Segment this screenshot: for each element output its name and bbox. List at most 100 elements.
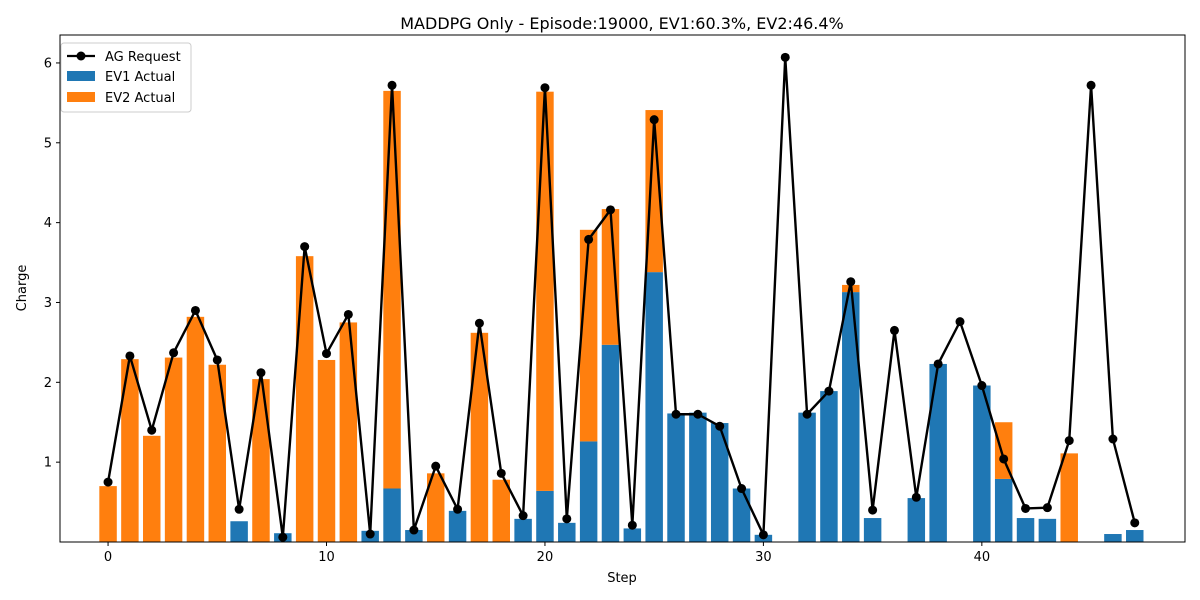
ev2-bar <box>601 209 620 345</box>
request-point <box>627 520 637 530</box>
ev2-bar <box>645 110 663 273</box>
ev2-bar <box>99 486 117 542</box>
ev1-bar <box>405 530 423 542</box>
ev2-bar <box>339 322 358 542</box>
ev1-bar <box>579 441 598 542</box>
ev2-bar <box>295 256 314 542</box>
ev1-bar <box>863 518 882 542</box>
request-point <box>562 514 572 524</box>
legend-label-ev1: EV1 Actual <box>105 70 175 85</box>
y-tick-label: 4 <box>44 216 52 231</box>
request-point <box>758 530 768 540</box>
legend-ev2-swatch <box>67 92 95 102</box>
request-point <box>605 205 615 215</box>
ev1-bar <box>710 423 729 542</box>
request-point <box>365 529 375 539</box>
ev2-bar <box>121 359 139 542</box>
request-point <box>169 348 179 358</box>
request-point <box>1064 436 1074 446</box>
legend: AG Request EV1 Actual EV2 Actual <box>60 42 192 113</box>
ev2-bar <box>994 422 1013 479</box>
request-point <box>234 504 244 514</box>
y-tick-label: 1 <box>44 456 52 471</box>
request-point <box>911 492 921 502</box>
request-point <box>1130 518 1140 528</box>
request-point <box>343 309 353 319</box>
x-tick-label: 10 <box>318 550 335 565</box>
ev2-bar <box>317 359 336 542</box>
ev1-bar <box>1104 534 1122 542</box>
ev1-bar <box>907 498 926 542</box>
y-tick-label: 3 <box>44 296 52 311</box>
request-point <box>540 83 550 93</box>
request-point <box>212 355 222 365</box>
request-point <box>889 325 899 335</box>
legend-ev1-swatch <box>67 71 95 81</box>
x-tick-label: 40 <box>974 550 991 565</box>
ev1-bar <box>994 478 1013 542</box>
ev2-bar <box>470 332 489 542</box>
y-tick-label: 2 <box>44 376 52 391</box>
request-point <box>431 461 441 471</box>
ev1-bar <box>667 413 685 542</box>
chart-title: MADDPG Only - Episode:19000, EV1:60.3%, … <box>400 14 844 33</box>
request-point <box>868 505 878 515</box>
request-point <box>278 532 288 542</box>
ev1-bar <box>842 292 860 542</box>
ev1-bar <box>645 272 663 542</box>
ev1-bar <box>1038 518 1057 542</box>
ev1-bar <box>558 522 576 542</box>
ev1-bar <box>973 385 991 542</box>
x-axis-label: Step <box>607 571 637 586</box>
request-point <box>518 511 528 521</box>
request-point <box>1021 503 1031 513</box>
y-tick-label: 5 <box>44 136 52 151</box>
request-point <box>737 484 747 494</box>
ev2-bar <box>426 473 445 542</box>
request-line-layer <box>103 52 1140 542</box>
x-tick-label: 20 <box>537 550 554 565</box>
plot-frame <box>59 34 1186 543</box>
ev1-bar <box>929 363 947 542</box>
ev1-bar <box>536 490 554 542</box>
ev2-bar <box>536 91 554 491</box>
ev2-bar <box>492 479 510 542</box>
request-point <box>496 468 506 478</box>
request-point <box>933 359 943 369</box>
request-line <box>106 56 1136 539</box>
ev1-bar <box>230 521 248 542</box>
request-point <box>693 409 703 419</box>
request-point <box>780 52 790 62</box>
ev2-bar <box>143 435 161 542</box>
request-point <box>300 242 310 252</box>
ev2-bar <box>186 316 205 542</box>
request-point <box>999 454 1009 464</box>
ev1-bar <box>820 391 838 542</box>
request-point <box>846 277 856 287</box>
ev2-bar <box>252 379 270 542</box>
request-point <box>190 305 200 315</box>
request-point <box>103 477 113 487</box>
ev2-bar <box>164 357 183 542</box>
request-point <box>977 381 987 391</box>
request-point <box>584 234 594 244</box>
request-point <box>387 80 397 90</box>
request-point <box>256 368 266 378</box>
ev2-bar <box>1060 453 1078 542</box>
request-point <box>649 115 659 125</box>
request-point <box>715 421 725 431</box>
ev1-bar <box>689 412 707 542</box>
request-point <box>474 318 484 328</box>
request-point <box>125 351 135 361</box>
request-point <box>955 317 965 327</box>
legend-label-ev2: EV2 Actual <box>105 91 175 106</box>
request-point <box>1108 434 1118 444</box>
x-tick-label: 30 <box>755 550 772 565</box>
ev1-bar <box>623 528 642 542</box>
y-axis-ticks: 1 2 3 4 5 6 <box>44 56 60 471</box>
ev1-bar <box>448 510 467 542</box>
request-point <box>824 386 834 396</box>
y-axis-label: Charge <box>15 265 30 312</box>
request-point <box>1042 503 1052 513</box>
